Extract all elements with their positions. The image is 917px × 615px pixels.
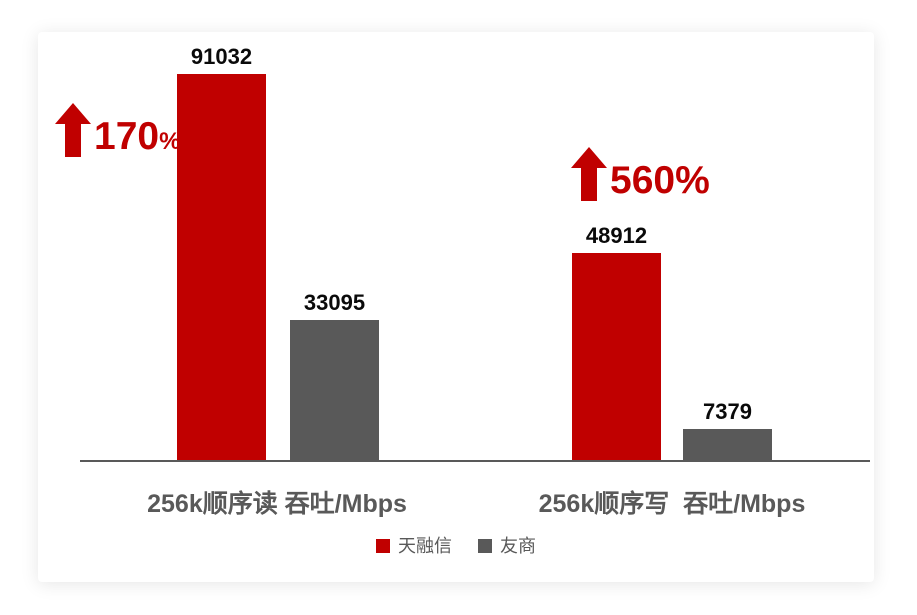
- bar-value-label: 48912: [585, 223, 648, 248]
- bar-youshang-seq-write: 7379: [683, 399, 772, 460]
- legend-item-tianrongxin: 天融信: [376, 537, 452, 555]
- bar-value-label: 91032: [190, 44, 253, 69]
- legend: 天融信 友商: [38, 537, 874, 555]
- up-arrow-icon: [571, 147, 607, 201]
- bar-value-label: 7379: [703, 399, 752, 424]
- legend-swatch-red: [376, 539, 390, 553]
- bar-value-label: 33095: [303, 290, 366, 315]
- bar-tianrongxin-seq-write: 48912: [572, 223, 661, 460]
- annotation-value: 560%: [610, 159, 710, 202]
- annotation-suffix: %: [159, 128, 181, 155]
- annotation-value: 170: [94, 115, 160, 158]
- bar-tianrongxin-seq-read: 91032: [177, 44, 266, 460]
- annotation-percentage: 560%: [610, 161, 710, 200]
- legend-label: 天融信: [398, 536, 452, 556]
- bar-youshang-seq-read: 33095: [290, 290, 379, 460]
- annotation-read-gain: 170%: [55, 103, 180, 157]
- annotation-write-gain: 560%: [571, 147, 710, 201]
- category-label-seq-read: 256k顺序读 吞吐/Mbps: [147, 490, 407, 518]
- plot-area: 91032 33095 48912 7379: [80, 44, 870, 462]
- category-label-seq-write: 256k顺序写 吞吐/Mbps: [538, 490, 806, 518]
- annotation-percentage: 170%: [94, 117, 180, 156]
- legend-item-youshang: 友商: [478, 537, 536, 555]
- up-arrow-icon: [55, 103, 91, 157]
- chart-card: 91032 33095 48912 7379 170% 560% 256k顺序读…: [38, 32, 874, 582]
- legend-label: 友商: [500, 536, 536, 556]
- legend-swatch-gray: [478, 539, 492, 553]
